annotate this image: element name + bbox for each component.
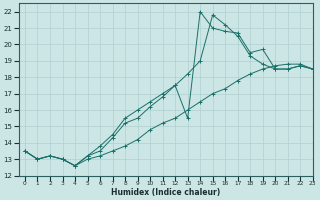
X-axis label: Humidex (Indice chaleur): Humidex (Indice chaleur) xyxy=(111,188,220,197)
